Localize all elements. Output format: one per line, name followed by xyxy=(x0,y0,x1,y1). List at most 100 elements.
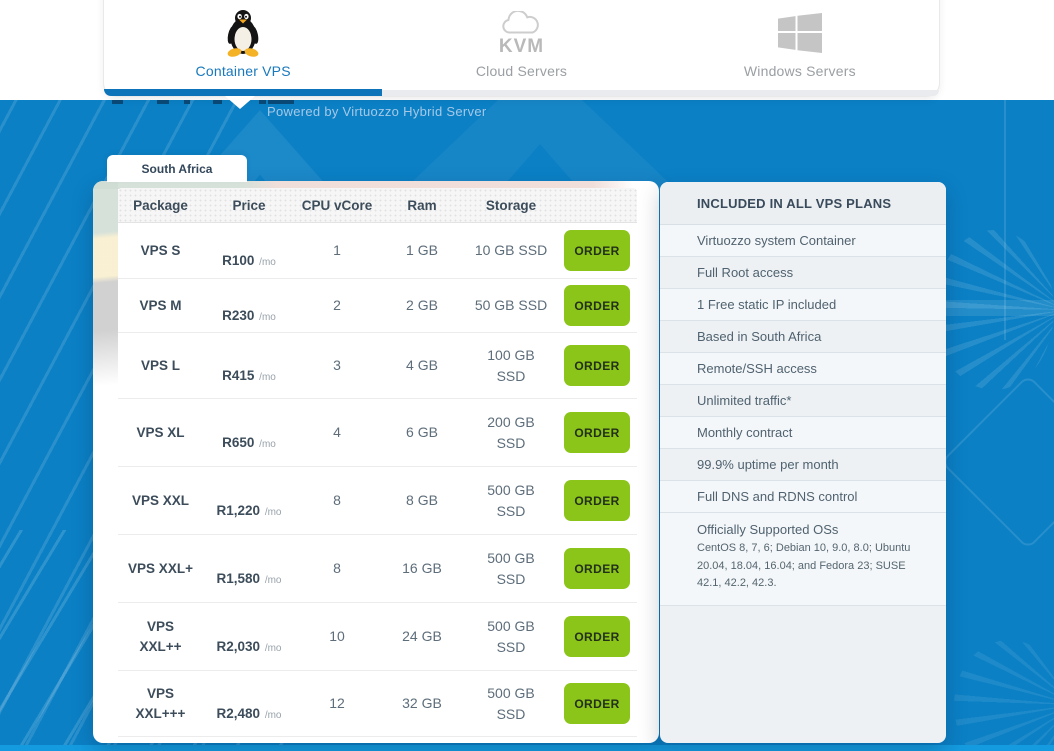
windows-logo-icon xyxy=(778,8,822,58)
product-tab-bar: Container VPS KVM Cloud Servers xyxy=(103,0,940,97)
vps-pricing-page: Container VPS KVM Cloud Servers xyxy=(0,0,1054,751)
column-header-price: Price xyxy=(203,198,295,213)
features-title: INCLUDED IN ALL VPS PLANS xyxy=(660,182,946,225)
order-cell: ORDER xyxy=(557,412,637,453)
ram-cell: 24 GB xyxy=(379,626,465,646)
order-cell: ORDER xyxy=(557,285,637,326)
column-header-ram: Ram xyxy=(379,198,465,213)
order-cell: ORDER xyxy=(557,616,637,657)
price-amount: R650 xyxy=(222,435,254,450)
ram-cell: 8 GB xyxy=(379,490,465,510)
price-cell: R230 /mo xyxy=(203,285,295,326)
cpu-cell: 3 xyxy=(295,355,379,375)
tab-windows-servers[interactable]: Windows Servers xyxy=(661,0,939,96)
price-cell: R650 /mo xyxy=(203,412,295,453)
table-row: VPS S R100 /mo 1 1 GB 10 GB SSD ORDER xyxy=(118,223,637,279)
supported-os-block: Officially Supported OSs CentOS 8, 7, 6;… xyxy=(660,513,946,606)
storage-cell: 10 GB SSD xyxy=(465,240,557,260)
storage-cell: 200 GB SSD xyxy=(465,412,557,453)
package-cell: VPS L xyxy=(118,356,203,376)
order-button[interactable]: ORDER xyxy=(564,616,630,657)
price-cell: R2,030 /mo xyxy=(203,616,295,657)
tab-kvm-cloud-servers[interactable]: KVM Cloud Servers xyxy=(382,0,660,96)
price-cell: R2,480 /mo xyxy=(203,683,295,724)
supported-os-title: Officially Supported OSs xyxy=(697,522,928,537)
price-cell: R100 /mo xyxy=(203,230,295,271)
cpu-cell: 8 xyxy=(295,558,379,578)
column-header-cpu: CPU vCore xyxy=(295,198,379,213)
region-tab-south-africa[interactable]: South Africa xyxy=(107,155,247,182)
price-suffix: /mo xyxy=(256,372,275,383)
order-cell: ORDER xyxy=(557,230,637,271)
column-header-package: Package xyxy=(118,198,203,213)
table-row: VPS XXL++ R2,030 /mo 10 24 GB 500 GB SSD… xyxy=(118,603,637,671)
ram-cell: 1 GB xyxy=(379,240,465,260)
storage-cell: 500 GB SSD xyxy=(465,480,557,521)
bottom-blue-strip xyxy=(0,745,1054,751)
price-cell: R1,220 /mo xyxy=(203,480,295,521)
price-suffix: /mo xyxy=(262,643,281,654)
price-suffix: /mo xyxy=(256,257,275,268)
feature-item: Virtuozzo system Container xyxy=(660,225,946,257)
tab-label: Cloud Servers xyxy=(476,63,567,79)
tux-penguin-icon xyxy=(223,8,263,58)
cpu-cell: 4 xyxy=(295,422,379,442)
storage-cell: 100 GB SSD xyxy=(465,345,557,386)
cpu-cell: 8 xyxy=(295,490,379,510)
order-button[interactable]: ORDER xyxy=(564,480,630,521)
cpu-cell: 2 xyxy=(295,295,379,315)
order-button[interactable]: ORDER xyxy=(564,230,630,271)
price-amount: R2,480 xyxy=(217,706,261,721)
order-button[interactable]: ORDER xyxy=(564,285,630,326)
feature-item: Full Root access xyxy=(660,257,946,289)
price-suffix: /mo xyxy=(262,710,281,721)
ram-cell: 6 GB xyxy=(379,422,465,442)
tab-label: Windows Servers xyxy=(744,63,856,79)
storage-cell: 500 GB SSD xyxy=(465,548,557,589)
feature-item: Remote/SSH access xyxy=(660,353,946,385)
package-cell: VPS XXL xyxy=(118,491,203,511)
order-button[interactable]: ORDER xyxy=(564,412,630,453)
sunburst-decoration xyxy=(954,640,1054,745)
package-cell: VPS XL xyxy=(118,423,203,443)
package-cell: VPS M xyxy=(118,296,203,316)
package-cell: VPS XXL+++ xyxy=(118,684,203,723)
order-cell: ORDER xyxy=(557,683,637,724)
price-amount: R100 xyxy=(222,253,254,268)
price-suffix: /mo xyxy=(256,312,275,323)
table-row: VPS L R415 /mo 3 4 GB 100 GB SSD ORDER xyxy=(118,333,637,399)
table-row: VPS M R230 /mo 2 2 GB 50 GB SSD ORDER xyxy=(118,279,637,333)
powered-by-text: Powered by Virtuozzo Hybrid Server xyxy=(267,104,487,119)
plans-table: Package Price CPU vCore Ram Storage VPS … xyxy=(118,188,637,737)
clipped-text-fragment xyxy=(259,100,266,104)
supported-os-detail: CentOS 8, 7, 6; Debian 10, 9.0, 8.0; Ubu… xyxy=(697,540,928,593)
plans-table-body: VPS S R100 /mo 1 1 GB 10 GB SSD ORDER VP… xyxy=(118,223,637,737)
storage-cell: 50 GB SSD xyxy=(465,295,557,315)
feature-item: Unlimited traffic* xyxy=(660,385,946,417)
order-button[interactable]: ORDER xyxy=(564,345,630,386)
feature-item: Full DNS and RDNS control xyxy=(660,481,946,513)
package-cell: VPS XXL+ xyxy=(118,559,203,579)
order-button[interactable]: ORDER xyxy=(564,548,630,589)
vps-plans-card: Package Price CPU vCore Ram Storage VPS … xyxy=(93,181,659,743)
table-row: VPS XXL+ R1,580 /mo 8 16 GB 500 GB SSD O… xyxy=(118,535,637,603)
clipped-text-fragment xyxy=(184,100,190,104)
price-suffix: /mo xyxy=(262,575,281,586)
price-amount: R230 xyxy=(222,308,254,323)
cpu-cell: 1 xyxy=(295,240,379,260)
storage-cell: 500 GB SSD xyxy=(465,683,557,724)
order-cell: ORDER xyxy=(557,480,637,521)
kvm-icon-text: KVM xyxy=(499,37,544,56)
cpu-cell: 12 xyxy=(295,693,379,713)
package-cell: VPS S xyxy=(118,241,203,261)
feature-item: 99.9% uptime per month xyxy=(660,449,946,481)
price-cell: R1,580 /mo xyxy=(203,548,295,589)
order-button[interactable]: ORDER xyxy=(564,683,630,724)
price-amount: R2,030 xyxy=(217,639,261,654)
tab-container-vps[interactable]: Container VPS xyxy=(104,0,382,96)
price-amount: R1,580 xyxy=(217,571,261,586)
price-amount: R415 xyxy=(222,368,254,383)
order-cell: ORDER xyxy=(557,345,637,386)
table-row: VPS XL R650 /mo 4 6 GB 200 GB SSD ORDER xyxy=(118,399,637,467)
features-list: Virtuozzo system Container Full Root acc… xyxy=(660,225,946,513)
